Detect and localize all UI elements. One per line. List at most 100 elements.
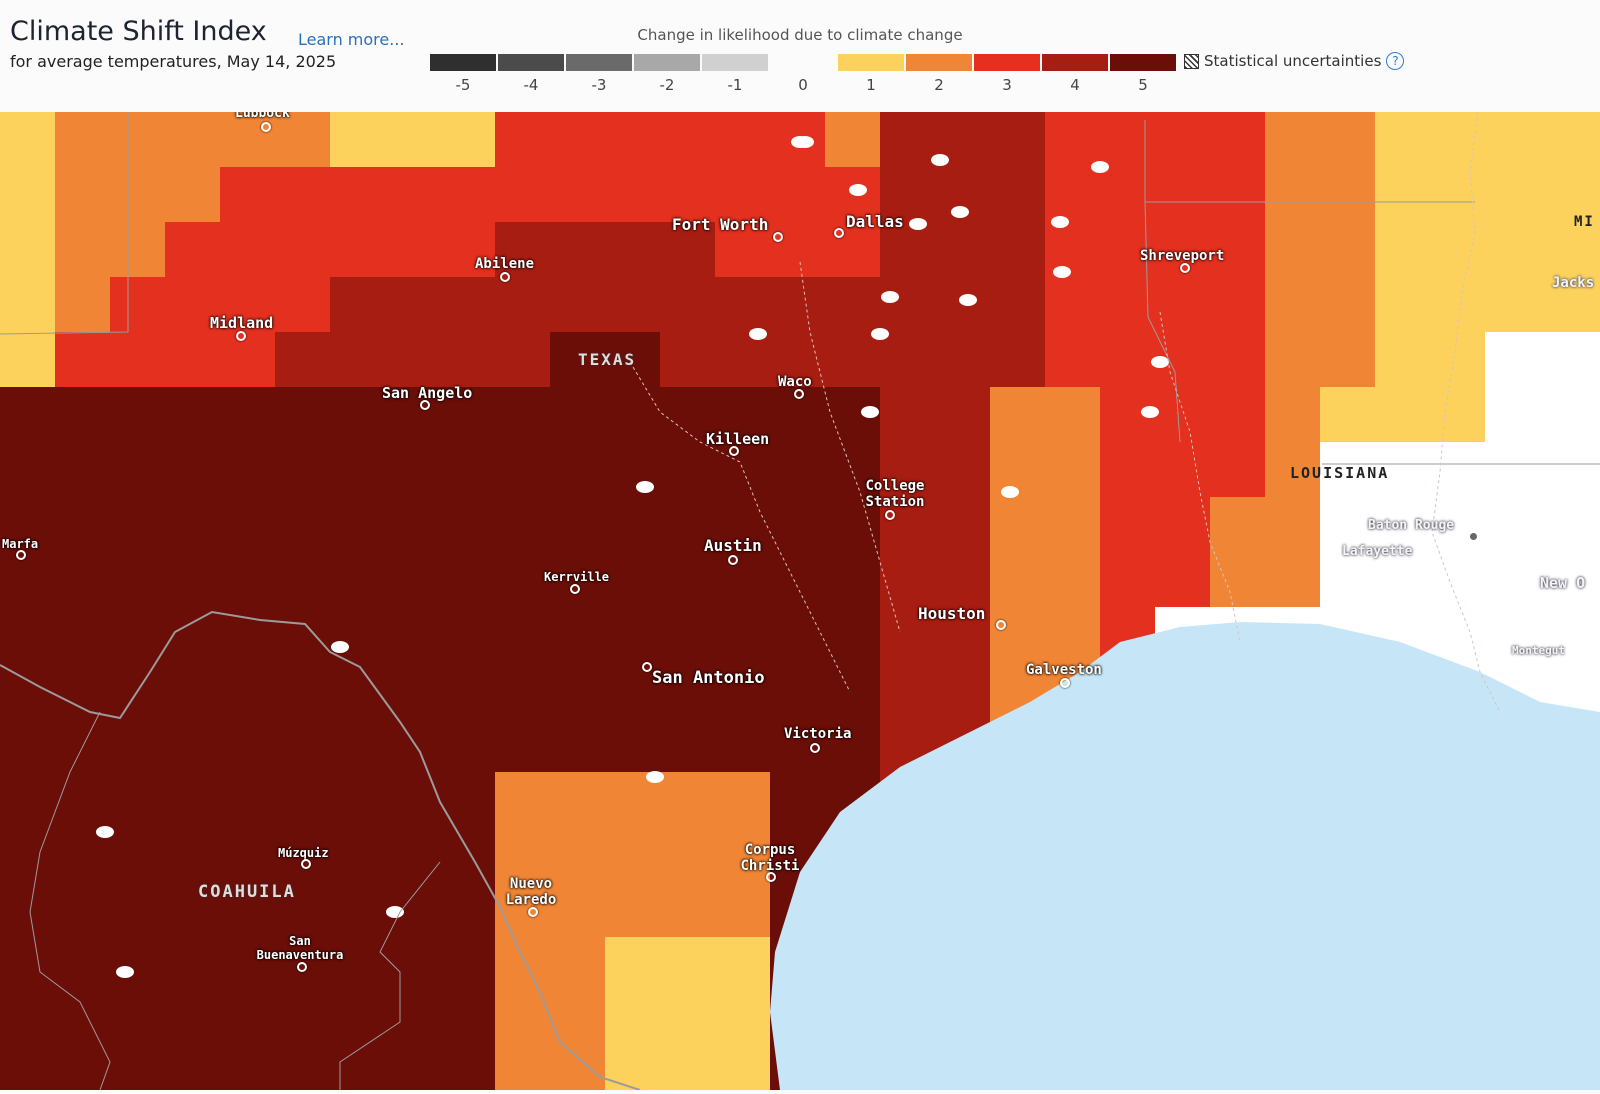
csi-cell xyxy=(0,112,55,167)
state-label: COAHUILA xyxy=(198,882,296,902)
city-label: Victoria xyxy=(784,726,852,742)
csi-cell xyxy=(0,937,55,992)
csi-cell xyxy=(0,717,55,772)
csi-cell xyxy=(1375,222,1430,277)
lake xyxy=(749,328,767,340)
csi-cell xyxy=(220,882,275,937)
csi-cell xyxy=(385,167,440,222)
csi-cell xyxy=(990,167,1045,222)
city-marker xyxy=(528,907,538,917)
csi-cell xyxy=(55,772,110,827)
csi-cell xyxy=(935,332,990,387)
csi-cell xyxy=(385,552,440,607)
legend-caption: Change in likelihood due to climate chan… xyxy=(637,26,963,44)
csi-cell xyxy=(385,332,440,387)
csi-cell xyxy=(220,992,275,1047)
lake xyxy=(1141,406,1159,418)
csi-cell xyxy=(1155,277,1210,332)
legend-swatch xyxy=(634,54,700,71)
csi-cell xyxy=(330,827,385,882)
csi-cell xyxy=(110,717,165,772)
csi-cell xyxy=(605,827,660,882)
help-icon[interactable]: ? xyxy=(1386,52,1405,70)
city-marker xyxy=(570,584,580,594)
csi-cell xyxy=(165,222,220,277)
map-canvas[interactable]: Lubbock Fort Worth Dallas Abilene Shreve… xyxy=(0,106,1600,1094)
csi-cell xyxy=(1485,167,1540,222)
csi-cell xyxy=(770,662,825,717)
csi-cell xyxy=(605,662,660,717)
city-marker xyxy=(236,331,246,341)
csi-cell xyxy=(1375,277,1430,332)
csi-cell xyxy=(825,497,880,552)
csi-cell xyxy=(440,552,495,607)
csi-cell xyxy=(275,662,330,717)
city-label: San Angelo xyxy=(382,384,473,402)
csi-cell xyxy=(330,772,385,827)
csi-cell xyxy=(825,607,880,662)
csi-cell xyxy=(495,442,550,497)
csi-cell xyxy=(440,772,495,827)
csi-cell xyxy=(220,937,275,992)
csi-cell xyxy=(385,992,440,1047)
csi-cell xyxy=(330,277,385,332)
csi-cell xyxy=(0,772,55,827)
legend-tick: -2 xyxy=(659,76,675,94)
csi-cell xyxy=(385,387,440,442)
csi-cell xyxy=(220,222,275,277)
lake xyxy=(96,826,114,838)
csi-cell xyxy=(1320,112,1375,167)
csi-cell xyxy=(220,387,275,442)
csi-cell xyxy=(1100,442,1155,497)
borders-layer xyxy=(0,112,1600,1091)
city-label: Marfa xyxy=(2,537,39,551)
city-label: Nuevo Laredo xyxy=(500,876,562,908)
csi-cell xyxy=(275,552,330,607)
learn-more-link[interactable]: Learn more... xyxy=(298,30,405,49)
csi-cell xyxy=(0,387,55,442)
city-name: Nuevo Laredo xyxy=(505,876,557,908)
lake xyxy=(1051,216,1069,228)
lake xyxy=(1053,266,1071,278)
csi-cell xyxy=(1265,112,1320,167)
state-border-tx-ok xyxy=(0,112,129,335)
csi-cell xyxy=(55,387,110,442)
map-header: Climate Shift Index Learn more... for av… xyxy=(0,0,1600,112)
csi-cell xyxy=(770,167,825,222)
city-marker xyxy=(794,389,804,399)
csi-cell xyxy=(165,662,220,717)
csi-cell xyxy=(330,167,385,222)
lakes-layer xyxy=(96,136,1169,978)
csi-cell xyxy=(275,222,330,277)
csi-cell xyxy=(825,112,880,167)
csi-cell xyxy=(110,882,165,937)
csi-cell xyxy=(660,497,715,552)
csi-cell xyxy=(660,1047,715,1094)
csi-cell xyxy=(495,387,550,442)
csi-cell xyxy=(495,277,550,332)
city-label: Kerrville xyxy=(544,570,610,584)
city-label: Montegut xyxy=(1512,644,1565,657)
csi-cell xyxy=(550,332,605,387)
csi-cell xyxy=(165,497,220,552)
legend-swatch xyxy=(1110,54,1176,71)
city-label: Midland xyxy=(210,314,274,332)
csi-cell xyxy=(440,937,495,992)
csi-cell xyxy=(660,332,715,387)
csi-cell xyxy=(1045,167,1100,222)
csi-cell xyxy=(550,827,605,882)
legend-tick: -3 xyxy=(591,76,607,94)
csi-cell xyxy=(165,882,220,937)
csi-cell xyxy=(880,167,935,222)
csi-cell xyxy=(935,222,990,277)
city-marker xyxy=(773,232,783,242)
csi-cell xyxy=(1045,332,1100,387)
csi-cell xyxy=(715,1047,770,1094)
csi-cell xyxy=(55,937,110,992)
csi-cell xyxy=(0,1047,55,1094)
csi-cell xyxy=(440,222,495,277)
csi-cell xyxy=(880,607,935,662)
csi-cell xyxy=(1210,222,1265,277)
csi-cell xyxy=(55,882,110,937)
csi-cell xyxy=(935,607,990,662)
